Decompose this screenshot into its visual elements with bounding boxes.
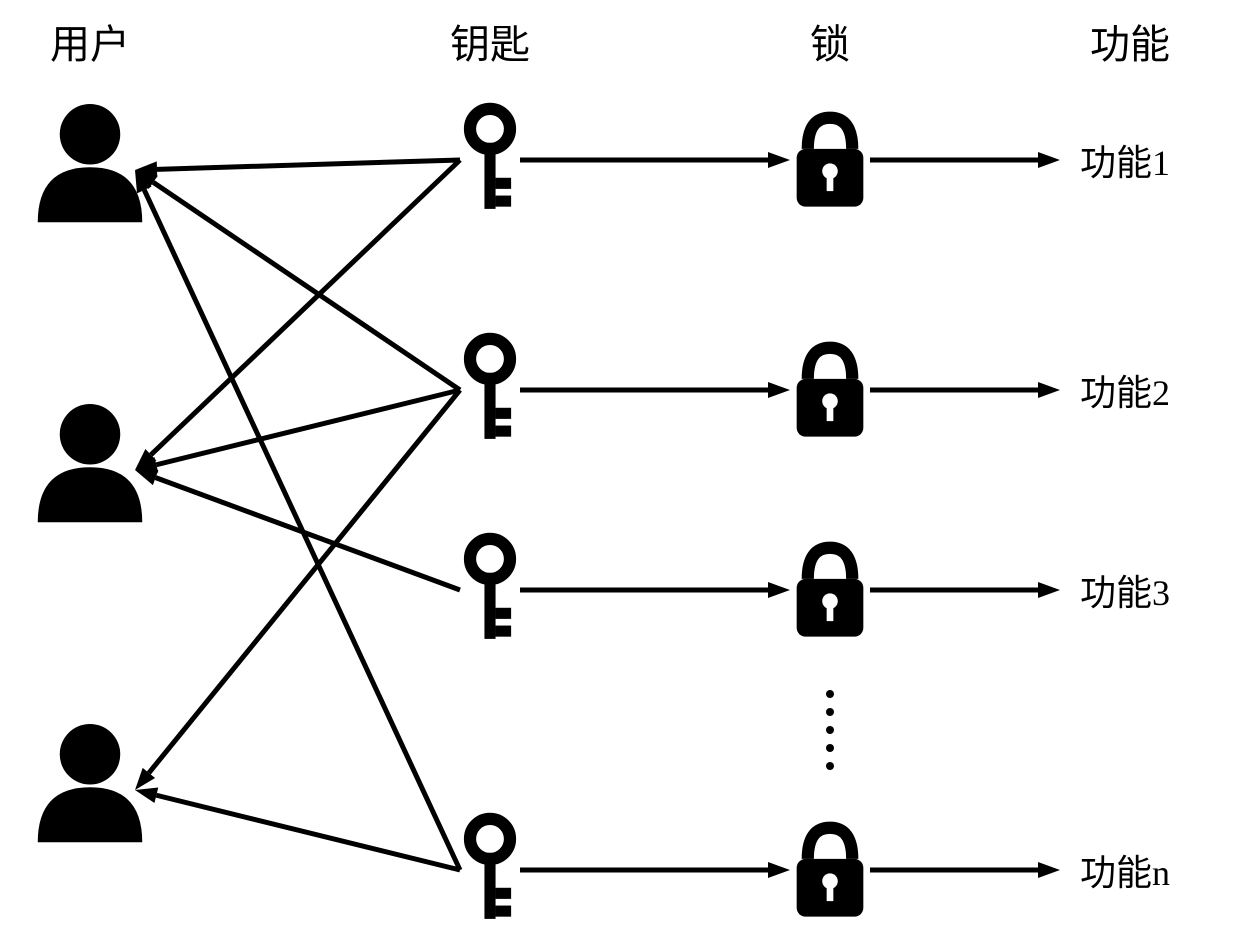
arrow-k3-to-l3 (520, 582, 790, 598)
lock-icon-2 (797, 348, 864, 437)
arrow-l2-to-f2 (870, 382, 1060, 398)
arrow-k1-to-u2 (135, 160, 460, 470)
lock-icon-1 (797, 118, 864, 207)
arrow-k1-to-l1 (520, 152, 790, 168)
arrow-kn-to-u1 (135, 170, 460, 870)
arrow-l1-to-f1 (870, 152, 1060, 168)
arrow-l3-to-f3 (870, 582, 1060, 598)
user-icon-3 (38, 724, 143, 842)
arrow-k1-to-u1 (135, 160, 460, 177)
arrow-k3-to-u2 (135, 470, 460, 590)
diagram-canvas (0, 0, 1240, 948)
key-icon-2 (470, 339, 511, 439)
lock-icon-4 (797, 828, 864, 917)
arrow-k2-to-u3 (135, 390, 460, 790)
user-icon-2 (38, 404, 143, 522)
key-icon-1 (470, 109, 511, 209)
arrow-k2-to-u2 (135, 390, 460, 473)
ellipsis-icon (826, 690, 834, 770)
key-icon-3 (470, 539, 511, 639)
arrow-kn-to-u3 (135, 787, 460, 870)
arrow-kn-to-ln (520, 862, 790, 878)
arrow-ln-to-fn (870, 862, 1060, 878)
arrow-k2-to-l2 (520, 382, 790, 398)
key-icon-4 (470, 819, 511, 919)
user-icon-1 (38, 104, 143, 222)
lock-icon-3 (797, 548, 864, 637)
